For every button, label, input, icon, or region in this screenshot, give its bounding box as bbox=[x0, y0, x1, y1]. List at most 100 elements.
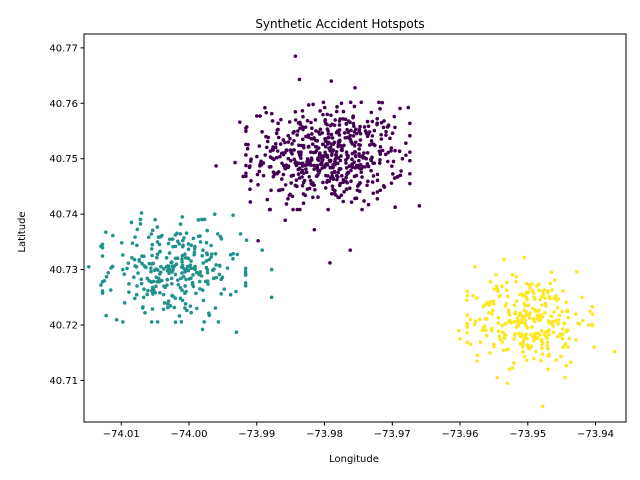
data-point bbox=[545, 344, 550, 348]
data-point bbox=[326, 132, 331, 136]
data-point bbox=[484, 333, 489, 338]
data-point bbox=[189, 259, 193, 263]
data-point bbox=[504, 288, 509, 293]
data-point bbox=[519, 334, 523, 339]
data-point bbox=[344, 187, 349, 192]
data-point bbox=[342, 190, 346, 194]
data-point bbox=[180, 253, 185, 258]
data-point bbox=[514, 325, 519, 329]
data-point bbox=[135, 243, 139, 248]
data-point bbox=[212, 212, 217, 216]
data-point bbox=[176, 278, 180, 282]
data-point bbox=[244, 153, 248, 157]
data-point bbox=[532, 333, 537, 338]
data-point bbox=[552, 310, 556, 314]
data-point bbox=[492, 287, 497, 291]
data-point bbox=[339, 154, 343, 158]
data-point bbox=[339, 101, 344, 106]
data-point bbox=[478, 340, 483, 344]
data-point bbox=[217, 264, 222, 268]
data-point bbox=[164, 256, 169, 260]
data-point bbox=[321, 180, 325, 185]
data-point bbox=[298, 207, 302, 212]
data-point bbox=[263, 105, 267, 110]
data-point bbox=[206, 282, 210, 286]
data-point bbox=[580, 318, 585, 323]
data-point bbox=[496, 315, 501, 320]
data-point bbox=[327, 146, 331, 151]
data-point bbox=[306, 158, 310, 162]
data-point bbox=[155, 320, 160, 324]
data-point bbox=[370, 155, 374, 160]
chart-title: Synthetic Accident Hotspots bbox=[255, 17, 424, 31]
data-point bbox=[155, 255, 159, 260]
data-point bbox=[566, 315, 571, 320]
data-point bbox=[295, 133, 299, 137]
data-point bbox=[397, 149, 402, 154]
data-point bbox=[286, 196, 290, 201]
data-point bbox=[310, 126, 314, 131]
data-point bbox=[212, 267, 216, 271]
data-point bbox=[404, 153, 408, 158]
data-point bbox=[280, 161, 284, 166]
data-point bbox=[350, 157, 354, 162]
data-point bbox=[283, 218, 288, 223]
data-point bbox=[248, 187, 252, 191]
data-point bbox=[278, 154, 282, 159]
data-point bbox=[500, 284, 504, 289]
data-point bbox=[257, 169, 262, 174]
data-point bbox=[465, 293, 469, 298]
data-point bbox=[354, 196, 359, 201]
data-point bbox=[254, 114, 259, 118]
data-point bbox=[166, 299, 171, 304]
data-point bbox=[325, 178, 330, 183]
series-2 bbox=[456, 255, 617, 409]
data-point bbox=[590, 304, 595, 309]
data-point bbox=[483, 328, 488, 333]
data-point bbox=[560, 309, 564, 314]
data-point bbox=[184, 231, 189, 235]
data-point bbox=[498, 337, 502, 341]
data-point bbox=[483, 317, 488, 321]
data-point bbox=[378, 149, 383, 154]
data-point bbox=[297, 77, 302, 82]
data-point bbox=[353, 140, 358, 145]
data-point bbox=[563, 343, 567, 347]
data-point bbox=[547, 295, 552, 299]
data-point bbox=[487, 311, 491, 315]
data-point bbox=[490, 308, 495, 313]
data-point bbox=[577, 322, 582, 326]
data-point bbox=[320, 142, 325, 147]
data-point bbox=[180, 260, 184, 264]
data-point bbox=[580, 295, 584, 300]
data-point bbox=[200, 327, 205, 332]
data-point bbox=[300, 168, 305, 173]
data-point bbox=[329, 132, 334, 137]
data-point bbox=[294, 178, 299, 182]
data-point bbox=[129, 220, 134, 225]
data-point bbox=[406, 105, 411, 110]
data-point bbox=[149, 320, 154, 324]
data-point bbox=[301, 201, 306, 206]
data-point bbox=[337, 183, 342, 188]
data-point bbox=[104, 313, 108, 318]
data-point bbox=[258, 114, 262, 118]
data-point bbox=[301, 180, 306, 185]
data-point bbox=[295, 129, 300, 133]
data-point bbox=[389, 149, 393, 153]
data-point bbox=[153, 290, 157, 295]
data-point bbox=[170, 237, 175, 241]
data-point bbox=[371, 191, 376, 196]
y-tick-label: 40.72 bbox=[49, 321, 78, 332]
data-point bbox=[530, 325, 534, 329]
data-point bbox=[518, 292, 522, 297]
data-point bbox=[557, 313, 562, 318]
data-point bbox=[122, 272, 127, 276]
data-point bbox=[322, 164, 327, 168]
data-point bbox=[321, 100, 326, 105]
data-point bbox=[545, 340, 550, 345]
data-point bbox=[537, 282, 541, 286]
data-point bbox=[241, 174, 246, 179]
data-point bbox=[149, 247, 154, 251]
data-point bbox=[146, 288, 150, 293]
